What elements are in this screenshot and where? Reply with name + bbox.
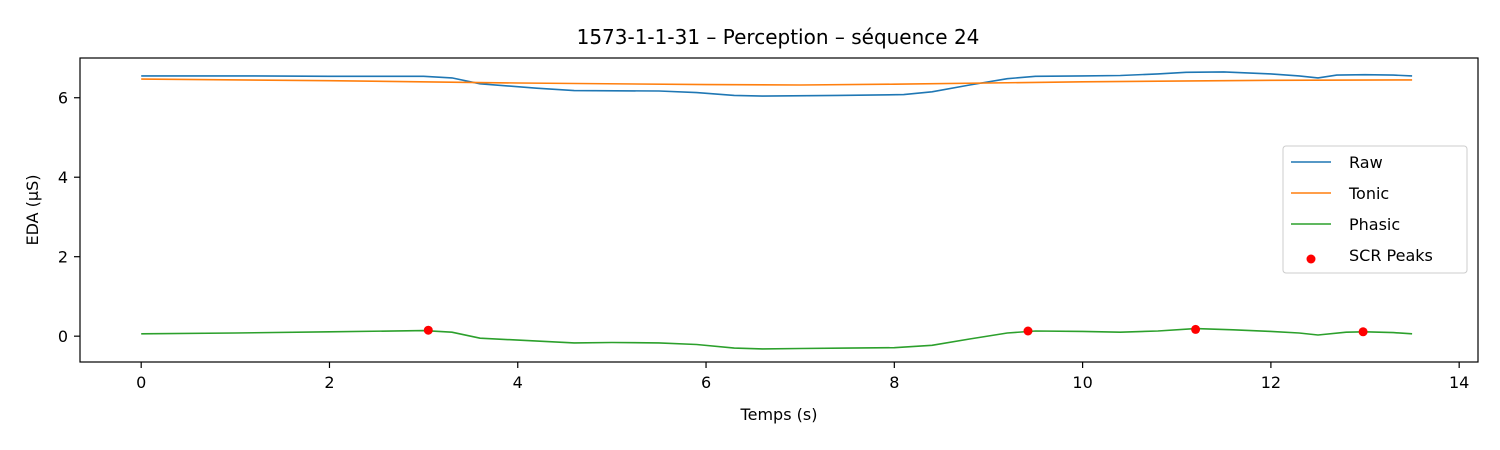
plot-points — [423, 324, 1368, 337]
y-tick-label: 6 — [58, 89, 68, 108]
y-tick-label: 2 — [58, 248, 68, 267]
x-tick-label: 12 — [1261, 373, 1281, 392]
x-tick-label: 8 — [889, 373, 899, 392]
scr-peak-point — [1023, 326, 1033, 336]
x-tick-label: 2 — [324, 373, 334, 392]
series-line-raw — [141, 71, 1413, 97]
x-tick-label: 14 — [1449, 373, 1469, 392]
y-tick-label: 4 — [58, 168, 68, 187]
scr-peak-point — [1191, 324, 1201, 334]
legend-label-scr-peaks: SCR Peaks — [1349, 246, 1433, 265]
y-axis-label: EDA (µS) — [23, 175, 42, 246]
legend-label-raw: Raw — [1349, 153, 1383, 172]
y-tick-label: 0 — [58, 327, 68, 346]
scr-peak-point — [1358, 327, 1368, 337]
legend-swatch-scr-peaks — [1306, 254, 1316, 264]
x-tick-label: 10 — [1072, 373, 1092, 392]
series-line-tonic — [141, 78, 1413, 86]
series-line-phasic — [141, 327, 1413, 350]
legend-box — [1282, 145, 1468, 274]
x-axis-label: Temps (s) — [740, 405, 818, 424]
x-tick-label: 4 — [513, 373, 523, 392]
scr-peak-point — [423, 325, 433, 335]
legend: Raw Tonic Phasic SCR Peaks — [1282, 145, 1468, 274]
legend-label-phasic: Phasic — [1349, 215, 1400, 234]
legend-label-tonic: Tonic — [1348, 184, 1389, 203]
x-axis: 0 2 4 6 8 10 12 14 — [136, 362, 1469, 392]
y-axis: 0 2 4 6 — [58, 89, 80, 346]
plot-lines — [141, 71, 1413, 350]
plot-frame — [79, 57, 1479, 363]
chart-title: 1573-1-1-31 – Perception – séquence 24 — [577, 25, 980, 49]
x-tick-label: 0 — [136, 373, 146, 392]
x-tick-label: 6 — [701, 373, 711, 392]
